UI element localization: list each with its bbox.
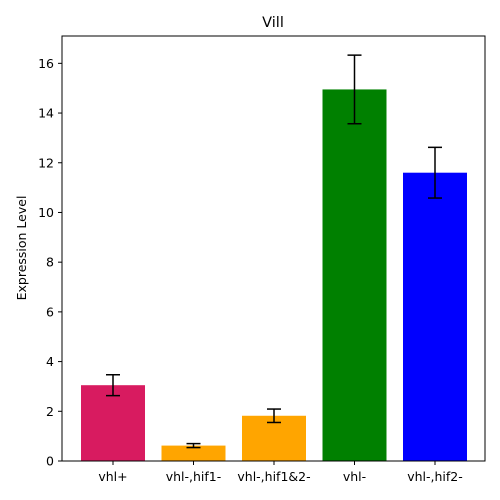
plot-frame: [61, 35, 486, 462]
y-tick-label-3: 6: [46, 304, 54, 319]
bar-4: [403, 172, 467, 461]
y-tick-label-5: 10: [38, 205, 54, 220]
bar-1: [161, 445, 226, 461]
y-tick-label-6: 12: [38, 155, 54, 170]
y-axis: 0 2 4 6 8 10 12 14 16: [38, 56, 62, 469]
chart-title: Vill: [262, 15, 284, 31]
x-tick-label-0: vhl+: [98, 469, 127, 484]
y-tick-label-8: 16: [38, 56, 54, 71]
x-tick-label-2: vhl-,hif1&2-: [237, 469, 310, 484]
error-bars-group: [106, 54, 442, 449]
y-axis-label: Expression Level: [14, 196, 29, 301]
bar-3: [322, 89, 387, 461]
x-tick-label-4: vhl-,hif2-: [407, 469, 463, 484]
y-tick-label-2: 4: [46, 354, 54, 369]
bars-group: [81, 89, 467, 461]
x-axis: vhl+ vhl-,hif1- vhl-,hif1&2- vhl-vhl-,hif2-: [98, 461, 463, 484]
y-tick-label-7: 14: [38, 106, 54, 121]
x-tick-label-3: vhl-: [343, 469, 366, 484]
x-tick-label-1: vhl-,hif1-: [166, 469, 222, 484]
y-tick-label-0: 0: [46, 454, 54, 469]
y-tick-label-1: 2: [46, 404, 54, 419]
y-tick-label-4: 8: [46, 255, 54, 270]
bar-2: [242, 415, 306, 461]
bar-0: [81, 385, 145, 461]
